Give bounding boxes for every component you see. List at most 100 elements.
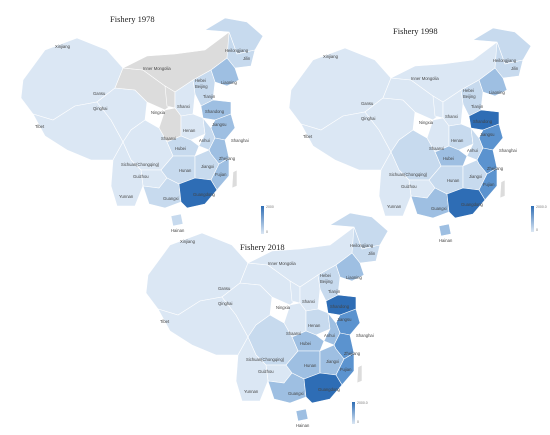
province-label-shanxi: Shanxi [177,104,190,109]
province-label-shandong: Shandong [330,304,350,309]
province-label-hainan: Hainan [296,423,310,428]
province-label-jiangsu: Jiangsu [337,317,352,322]
province-label-hubei: Hubei [175,146,186,151]
choropleth-map: Xinjiang Heilongjiang Jilin Inner Mongolia G… [145,212,389,428]
province-label-guizhou: Guizhou [401,184,417,189]
province-label-gansu: Gansu [218,286,231,291]
map-title: Fishery 1998 [393,26,438,36]
region-taiwan [499,179,506,199]
province-label-guangdong: Guangdong [193,192,216,197]
legend-color-bar [352,402,355,424]
province-label-shanxi: Shanxi [302,299,315,304]
province-label-inner-mongolia: Inner Mongolia [411,76,439,81]
province-label-tianjin: Tianjin [203,94,216,99]
province-label-hunan: Hunan [179,168,192,173]
province-label-zhejiang: Zhejiang [219,156,236,161]
region-taiwan [356,364,363,384]
province-label-guangxi: Guangxi [431,206,447,211]
province-label-beijing: Beijing [463,94,476,99]
province-label-hunan: Hunan [304,363,317,368]
province-label-tibet: Tibet [35,124,45,129]
province-label-jilin: Jilin [511,66,519,71]
province-label-shanghai: Shanghai [499,148,517,153]
region-guangdong [446,187,486,219]
province-label-tibet: Tibet [160,319,170,324]
province-label-beijing: Beijing [320,279,333,284]
region-guangdong [178,177,218,209]
province-label-jilin: Jilin [243,56,251,61]
choropleth-map: Xinjiang Heilongjiang Jilin Inner Mongolia G… [20,17,264,233]
region-hainan [295,408,309,422]
province-label-hainan: Hainan [439,238,453,243]
legend-max-label: 2000 [266,205,274,209]
region-henan [448,123,474,151]
province-label-liaoning: Liaoning [346,275,363,280]
legend-max-label: 2000.0 [536,205,547,209]
province-label-yunnan: Yunnan [119,194,134,199]
province-label-fujian: Fujian [340,367,352,372]
province-label-fujian: Fujian [483,182,495,187]
province-label-xinjiang: Xinjiang [180,239,196,244]
province-label-qinghai: Qinghai [93,106,108,111]
province-label-xinjiang: Xinjiang [55,44,71,49]
province-label-xinjiang: Xinjiang [323,54,339,59]
region-guangdong [303,372,343,404]
province-label-jiangxi: Jiangxi [469,174,482,179]
province-label-inner-mongolia: Inner Mongolia [268,261,296,266]
province-label-heilongjiang: Heilongjiang [225,48,249,53]
province-label-liaoning: Liaoning [489,90,506,95]
map-title: Fishery 1978 [110,14,155,24]
province-label-shanghai: Shanghai [356,333,374,338]
province-label-gansu: Gansu [93,91,106,96]
legend-color-bar [531,206,534,232]
province-label-ningxia: Ningxia [276,305,291,310]
province-label-yunnan: Yunnan [244,389,259,394]
province-label-liaoning: Liaoning [221,80,238,85]
province-label-shanghai: Shanghai [231,138,249,143]
province-label-inner-mongolia: Inner Mongolia [143,66,171,71]
province-label-jiangsu: Jiangsu [212,122,227,127]
province-label-zhejiang: Zhejiang [487,166,504,171]
province-label-beijing: Beijing [195,84,208,89]
province-label-heilongjiang: Heilongjiang [350,243,374,248]
province-label-jiangsu: Jiangsu [480,132,495,137]
province-label-ningxia: Ningxia [419,120,434,125]
map-panel-1998: Fishery 1998 Xinjiang Heilongjiang Jilin In… [283,20,548,250]
province-label-anhui: Anhui [199,138,210,143]
region-hainan [170,213,184,227]
province-label-shandong: Shandong [205,109,225,114]
map-panel-2018: Fishery 2018 Xinjiang Heilongjiang Jilin In… [140,212,405,435]
province-label-yunnan: Yunnan [387,204,402,209]
province-label-hubei: Hubei [443,156,454,161]
map-title: Fishery 2018 [240,242,285,252]
province-label-guangdong: Guangdong [461,202,484,207]
map-panel-1978: Fishery 1978 Xinjiang Heilongjiang Jilin In… [15,10,280,240]
province-label-guizhou: Guizhou [133,174,149,179]
province-label-hebei: Hebei [463,88,474,93]
province-label-guizhou: Guizhou [258,369,274,374]
province-label-henan: Henan [308,323,321,328]
legend-min-label: 0 [266,230,268,234]
province-label-shaanxi: Shaanxi [286,331,301,336]
province-label-shanxi: Shanxi [445,114,458,119]
province-label-fujian: Fujian [215,172,227,177]
province-label-jilin: Jilin [368,251,376,256]
province-label-anhui: Anhui [324,333,335,338]
region-taiwan [231,169,238,189]
province-label-qinghai: Qinghai [218,301,233,306]
province-label-guangxi: Guangxi [288,391,304,396]
region-henan [180,113,206,141]
province-label-shaanxi: Shaanxi [161,136,176,141]
province-label-henan: Henan [451,138,464,143]
province-label-guangxi: Guangxi [163,196,179,201]
choropleth-map: Xinjiang Heilongjiang Jilin Inner Mongolia G… [288,27,532,243]
legend-min-label: 0 [357,420,359,424]
province-label-sichuan: Sichuan(Chongqing) [389,172,428,177]
legend-color-bar [261,206,264,234]
province-label-shandong: Shandong [473,119,493,124]
province-label-hebei: Hebei [195,78,206,83]
province-label-jiangxi: Jiangxi [201,164,214,169]
province-label-sichuan: Sichuan(Chongqing) [246,357,285,362]
province-label-hubei: Hubei [300,341,311,346]
province-label-tianjin: Tianjin [328,289,341,294]
